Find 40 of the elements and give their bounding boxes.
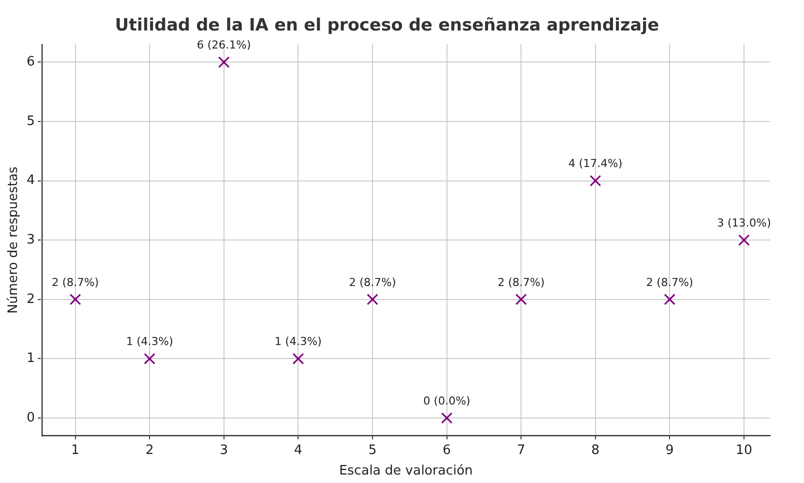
x-tick-label: 4 bbox=[294, 442, 302, 458]
point bbox=[441, 412, 453, 424]
point bbox=[366, 294, 378, 306]
data-label: 3 (13.0%) bbox=[716, 216, 772, 230]
point bbox=[738, 234, 750, 246]
point bbox=[144, 352, 156, 364]
x-tick-label: 5 bbox=[368, 442, 377, 458]
y-tick-label: 3 bbox=[26, 232, 35, 248]
point bbox=[664, 294, 676, 306]
point bbox=[70, 294, 82, 306]
data-label: 0 (0.0%) bbox=[423, 394, 470, 408]
data-label: 4 (17.4%) bbox=[568, 157, 622, 170]
point bbox=[218, 56, 230, 68]
x-tick-label: 2 bbox=[145, 442, 154, 458]
data-label: 2 (8.7%) bbox=[348, 276, 396, 289]
data-label: 2 (8.7%) bbox=[498, 276, 545, 289]
y-tick-label: 1 bbox=[26, 351, 35, 366]
x-tick-label: 9 bbox=[666, 442, 674, 458]
data-label: 1 (4.3%) bbox=[274, 335, 322, 348]
y-tick-label: 6 bbox=[26, 54, 35, 70]
x-tick-label: 8 bbox=[591, 442, 600, 458]
x-tick-label: 7 bbox=[516, 442, 526, 458]
y-axis-title: Número de respuestas bbox=[6, 166, 22, 314]
point bbox=[292, 352, 304, 364]
point bbox=[515, 294, 527, 306]
data-label: 2 (8.7%) bbox=[646, 276, 694, 289]
y-tick-label: 5 bbox=[26, 114, 35, 129]
y-tick-label: 0 bbox=[26, 410, 35, 426]
point bbox=[590, 175, 602, 187]
chart-title: Utilidad de la IA en el proceso de enseñanza aprendizaje bbox=[115, 16, 659, 36]
x-axis-title: Escala de valoración bbox=[339, 464, 473, 479]
data-label: 2 (8.7%) bbox=[52, 276, 99, 289]
x-tick-label: 3 bbox=[220, 442, 228, 458]
x-tick-label: 10 bbox=[736, 442, 752, 458]
x-tick-label: 6 bbox=[442, 442, 451, 458]
data-label: 6 (26.1%) bbox=[196, 38, 251, 52]
y-tick-label: 2 bbox=[26, 292, 35, 307]
data-label: 1 (4.3%) bbox=[126, 335, 174, 348]
x-tick-label: 1 bbox=[71, 442, 80, 458]
y-tick-label: 4 bbox=[26, 173, 35, 188]
